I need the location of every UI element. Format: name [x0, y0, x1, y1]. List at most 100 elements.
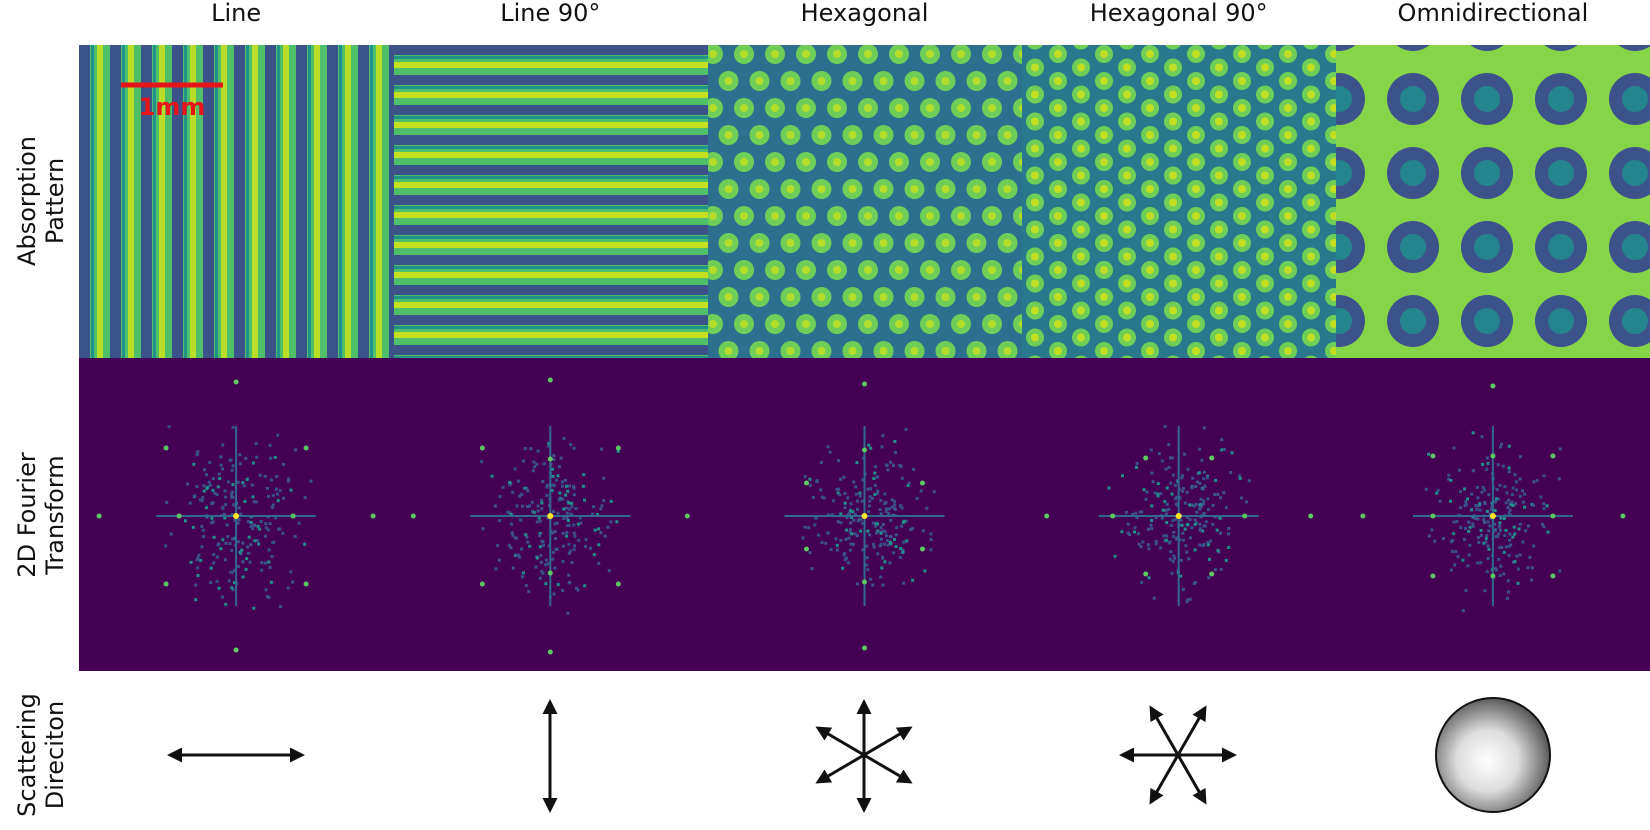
fourier-noise [1154, 539, 1158, 543]
fourier-noise [1462, 538, 1466, 542]
fourier-noise [1222, 491, 1226, 495]
fourier-noise [244, 567, 248, 571]
fourier-noise [1140, 510, 1144, 514]
fourier-noise [885, 463, 889, 467]
fourier-noise [1185, 598, 1189, 602]
fourier-noise [1498, 546, 1502, 550]
fourier-noise [204, 506, 208, 510]
fourier-noise [169, 532, 173, 536]
fourier-noise [820, 495, 824, 499]
fourier-noise [1506, 579, 1510, 583]
fourier-noise [223, 516, 227, 520]
fourier-noise [1168, 456, 1172, 460]
fourier-noise [546, 562, 550, 566]
fourier-noise [212, 561, 216, 565]
fourier-noise [1483, 502, 1487, 506]
fourier-noise [1485, 570, 1489, 574]
fourier-noise [1511, 486, 1515, 490]
fourier-noise [544, 563, 548, 567]
fourier-noise [1197, 471, 1201, 475]
fourier-noise [838, 493, 842, 497]
fourier-noise [830, 513, 834, 517]
fourier-noise [572, 446, 576, 450]
fourier-noise [249, 543, 253, 547]
fourier-noise [1180, 474, 1184, 478]
fourier-noise [545, 493, 549, 497]
fourier-peak [615, 445, 621, 451]
fourier-noise [564, 493, 568, 497]
fourier-noise [567, 542, 571, 546]
fourier-noise [539, 560, 543, 564]
fourier-noise [1217, 550, 1221, 554]
fourier-noise [1518, 553, 1522, 557]
fourier-noise [1202, 512, 1206, 516]
fourier-noise [1478, 502, 1482, 506]
fourier-noise [582, 473, 586, 477]
fourier-noise [1535, 479, 1539, 483]
fourier-peak [1490, 573, 1496, 579]
fourier-noise [826, 445, 830, 449]
fourier-noise [202, 489, 206, 493]
fourier-peak [1490, 453, 1496, 459]
fourier-noise [878, 508, 882, 512]
fourier-noise [560, 480, 564, 484]
fourier-peak [547, 456, 553, 462]
fourier-peak [547, 570, 553, 576]
fourier-noise [1424, 487, 1428, 491]
fourier-noise [237, 518, 241, 522]
fourier-noise [257, 542, 261, 546]
fourier-noise [1475, 485, 1479, 489]
fourier-noise [1518, 522, 1522, 526]
fourier-peak [1620, 513, 1626, 519]
fourier-noise [609, 520, 613, 524]
fourier-noise [1449, 478, 1453, 482]
fourier-noise [1518, 494, 1522, 498]
fourier-noise [224, 541, 228, 545]
fourier-noise [850, 532, 854, 536]
fourier-noise [820, 540, 824, 544]
fourier-noise [1494, 499, 1498, 503]
fourier-peak [410, 513, 416, 519]
fourier-noise [873, 471, 877, 475]
fourier-noise [1498, 524, 1502, 528]
column-title: Hexagonal [801, 0, 929, 27]
fourier-noise [251, 461, 255, 465]
fourier-noise [194, 598, 198, 602]
fourier-noise [258, 527, 262, 531]
fourier-noise [1150, 527, 1154, 531]
fourier-noise [1188, 503, 1192, 507]
fourier-noise [1227, 546, 1231, 550]
fourier-noise [1214, 568, 1218, 572]
fourier-noise [1516, 567, 1520, 571]
fourier-noise [1493, 522, 1497, 526]
fourier-noise [230, 490, 234, 494]
fourier-noise [528, 544, 532, 548]
fourier-noise [1146, 527, 1150, 531]
fourier-noise [905, 539, 909, 543]
fourier-noise [520, 492, 524, 496]
fourier-noise [1467, 553, 1471, 557]
fourier-noise [201, 496, 205, 500]
fourier-noise [1167, 507, 1171, 511]
fourier-noise [1499, 516, 1503, 520]
fourier-noise [1145, 490, 1149, 494]
fourier-noise [844, 556, 848, 560]
fourier-noise [231, 464, 235, 468]
fourier-noise [1459, 525, 1463, 529]
fourier-noise [496, 544, 500, 548]
fourier-noise [929, 538, 933, 542]
fourier-noise [1216, 548, 1220, 552]
fourier-noise [1185, 600, 1189, 604]
fourier-noise [1238, 476, 1242, 480]
fourier-noise [602, 476, 606, 480]
fourier-noise [1515, 554, 1519, 558]
fourier-noise [246, 545, 250, 549]
fourier-noise [276, 499, 280, 503]
fourier-noise [886, 543, 890, 547]
fourier-noise [221, 467, 225, 471]
fourier-noise [1459, 506, 1463, 510]
fourier-noise [210, 502, 214, 506]
fourier-noise [1526, 524, 1530, 528]
